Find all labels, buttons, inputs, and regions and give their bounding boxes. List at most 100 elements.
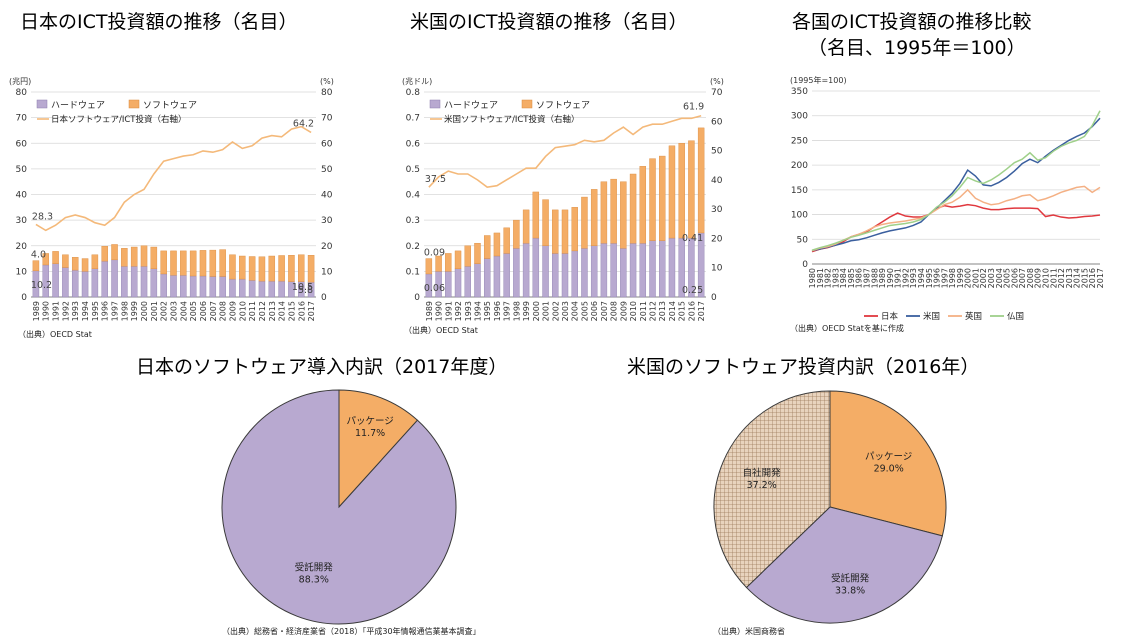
- c1-ytick-right: 30: [711, 205, 723, 215]
- c1-legend-hardware-swatch: [429, 99, 441, 109]
- c0-xtick: 2006: [199, 301, 208, 321]
- c2-xtick: 2017: [1096, 268, 1105, 288]
- c0-legend-software-label: ソフトウェア: [143, 100, 197, 111]
- c1-bar-software: [425, 258, 433, 275]
- c0-right-unit: (%): [320, 77, 334, 86]
- c0-xtick: 1998: [120, 301, 129, 321]
- c0-bar-software: [150, 246, 158, 270]
- c2-xtick: 1998: [948, 268, 957, 288]
- chart1-title: 日本のICT投資額の推移（名目）: [20, 11, 298, 33]
- c1-xtick: 2003: [561, 301, 570, 321]
- c0-xtick: 2011: [248, 301, 257, 321]
- chart1-source: （出典）OECD Stat: [18, 330, 92, 339]
- c1-bar-software: [532, 191, 540, 239]
- chart2-title: 米国のICT投資額の推移（名目）: [410, 11, 688, 33]
- c0-xtick: 1992: [61, 301, 70, 321]
- c1-label-sw-first: 0.09: [424, 248, 445, 259]
- c0-bar-hardware: [239, 278, 246, 298]
- c0-bar-software: [140, 245, 148, 267]
- c0-ytick-left: 70: [16, 114, 28, 124]
- pie1-title: 日本のソフトウェア導入内訳（2017年度）: [136, 356, 508, 378]
- c1-ytick-left: 0.7: [406, 114, 420, 124]
- c2-xtick: 2007: [1018, 268, 1027, 288]
- c1-bar-hardware: [483, 258, 491, 298]
- c1-legend-hardware-label: ハードウェア: [444, 100, 498, 111]
- c0-bar-software: [101, 246, 108, 262]
- c0-xtick: 2015: [287, 301, 296, 321]
- c3-slice-1: [221, 389, 457, 625]
- c0-ytick-right: 80: [321, 88, 333, 98]
- c0-bar-hardware: [180, 275, 187, 298]
- c1-bar-hardware: [474, 263, 481, 298]
- c2-xtick: 1996: [933, 268, 942, 288]
- c1-xtick: 1989: [425, 301, 434, 321]
- c1-bar-hardware: [590, 245, 598, 298]
- c0-bar-software: [219, 249, 226, 277]
- c0-bar-software: [229, 254, 236, 280]
- c2-legend-france-label: 仏国: [1007, 312, 1024, 322]
- c0-bar-software: [81, 258, 89, 272]
- c2-ytick: 150: [791, 186, 808, 196]
- c0-bar-hardware: [62, 267, 69, 298]
- c1-bar-software: [464, 245, 471, 267]
- c1-ytick-right: 50: [711, 147, 723, 157]
- c1-bar-software: [435, 255, 442, 272]
- c1-bar-hardware: [649, 240, 656, 298]
- c2-ytick: 50: [797, 235, 809, 245]
- c1-xtick: 1996: [493, 301, 502, 321]
- c2-xtick: 2003: [987, 268, 996, 288]
- c1-xtick: 2010: [629, 301, 638, 321]
- c0-bar-software: [180, 250, 187, 276]
- c0-bar-hardware: [209, 276, 217, 298]
- c0-bar-software: [91, 254, 99, 270]
- c1-bar-software: [503, 227, 510, 254]
- c0-bar-software: [248, 256, 256, 281]
- c3-slice-label-1: 受託開発: [295, 562, 334, 574]
- c0-xtick: 2017: [307, 301, 316, 321]
- c1-xtick: 2012: [649, 301, 658, 321]
- c0-ytick-right: 30: [321, 216, 333, 226]
- c1-bar-software: [629, 173, 637, 244]
- c0-label-hw-last: 5.8: [298, 285, 313, 296]
- c0-ytick-left: 80: [16, 88, 28, 98]
- c1-xtick: 1992: [454, 301, 463, 321]
- c1-bar-hardware: [532, 237, 540, 298]
- c1-bar-software: [483, 235, 491, 259]
- c0-bar-software: [209, 249, 217, 277]
- c0-xtick: 1997: [111, 301, 120, 321]
- c4-slice-label-0: パッケージ: [865, 451, 912, 462]
- c2-line-france: [811, 110, 1101, 251]
- c0-label-sw-first: 4.0: [31, 250, 46, 261]
- c2-xtick: 1994: [917, 268, 926, 288]
- c0-ytick-right: 60: [321, 139, 333, 149]
- c1-bar-hardware: [600, 242, 608, 298]
- c0-bar-software: [189, 250, 197, 277]
- c1-ytick-left: 0.8: [406, 88, 421, 98]
- c0-bar-software: [268, 255, 276, 282]
- c2-xtick: 2016: [1088, 268, 1097, 288]
- c0-bar-software: [170, 250, 177, 276]
- c0-xtick: 2009: [228, 301, 237, 321]
- c0-bar-software: [111, 244, 118, 261]
- c1-xtick: 2005: [580, 301, 589, 321]
- c1-ytick-right: 40: [711, 176, 723, 186]
- c1-xtick: 2016: [687, 301, 696, 321]
- c0-bar-hardware: [71, 269, 79, 298]
- c2-xtick: 2004: [995, 268, 1004, 288]
- c2-xtick: 1997: [940, 268, 949, 288]
- c0-bar-software: [160, 250, 167, 275]
- c0-xtick: 2001: [150, 301, 159, 321]
- c0-ytick-right: 10: [321, 267, 333, 277]
- c0-bar-software: [298, 254, 305, 282]
- c1-label-line-first: 37.5: [425, 174, 446, 185]
- c0-label-line-first: 28.3: [32, 211, 53, 222]
- c0-bar-software: [32, 260, 40, 272]
- c4-slice-value-1: 33.8%: [835, 585, 865, 596]
- c2-xtick: 1992: [901, 268, 910, 288]
- c0-share-line: [35, 125, 312, 232]
- c0-bar-hardware: [229, 278, 236, 298]
- c4-slice-1: [745, 506, 943, 624]
- c0-bar-hardware: [150, 268, 158, 298]
- c0-bar-software: [52, 251, 59, 264]
- c2-ytick: 350: [791, 87, 808, 97]
